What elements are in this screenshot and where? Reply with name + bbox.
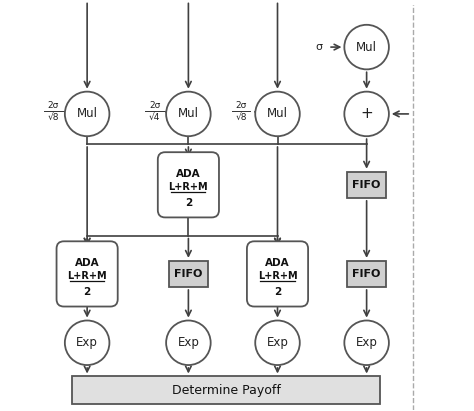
Text: ADA: ADA (265, 258, 290, 268)
Circle shape (65, 321, 109, 365)
FancyBboxPatch shape (72, 376, 380, 404)
Text: Exp: Exp (356, 336, 378, 349)
FancyBboxPatch shape (347, 261, 386, 287)
Circle shape (166, 92, 210, 136)
Text: FIFO: FIFO (174, 269, 202, 279)
Text: L+R+M: L+R+M (258, 271, 297, 282)
Text: Exp: Exp (177, 336, 200, 349)
Text: 2σ: 2σ (149, 101, 161, 110)
Text: ADA: ADA (176, 169, 201, 179)
Text: L+R+M: L+R+M (67, 271, 107, 282)
Text: Mul: Mul (178, 107, 199, 120)
Text: Determine Payoff: Determine Payoff (172, 383, 281, 397)
Text: L+R+M: L+R+M (169, 182, 208, 192)
Text: 2σ: 2σ (236, 101, 247, 110)
Text: Mul: Mul (77, 107, 98, 120)
Text: FIFO: FIFO (353, 269, 381, 279)
Text: 2: 2 (274, 286, 281, 297)
FancyBboxPatch shape (347, 172, 386, 198)
Circle shape (255, 92, 300, 136)
Text: Exp: Exp (76, 336, 98, 349)
Text: 2: 2 (83, 286, 91, 297)
FancyBboxPatch shape (158, 152, 219, 217)
FancyBboxPatch shape (169, 261, 208, 287)
FancyBboxPatch shape (56, 241, 118, 307)
Circle shape (344, 92, 389, 136)
Text: √8: √8 (235, 113, 247, 122)
Text: Mul: Mul (356, 41, 377, 53)
Text: Mul: Mul (267, 107, 288, 120)
Text: σ: σ (315, 42, 322, 52)
Circle shape (344, 321, 389, 365)
Text: 2: 2 (185, 198, 192, 208)
Circle shape (166, 321, 210, 365)
Text: +: + (360, 106, 373, 121)
Text: Exp: Exp (266, 336, 289, 349)
Text: √4: √4 (149, 113, 161, 122)
Text: FIFO: FIFO (353, 180, 381, 190)
Circle shape (344, 25, 389, 69)
FancyBboxPatch shape (247, 241, 308, 307)
Text: 2σ: 2σ (48, 101, 59, 110)
Text: ADA: ADA (75, 258, 100, 268)
Circle shape (255, 321, 300, 365)
Text: √8: √8 (48, 113, 59, 122)
Circle shape (65, 92, 109, 136)
